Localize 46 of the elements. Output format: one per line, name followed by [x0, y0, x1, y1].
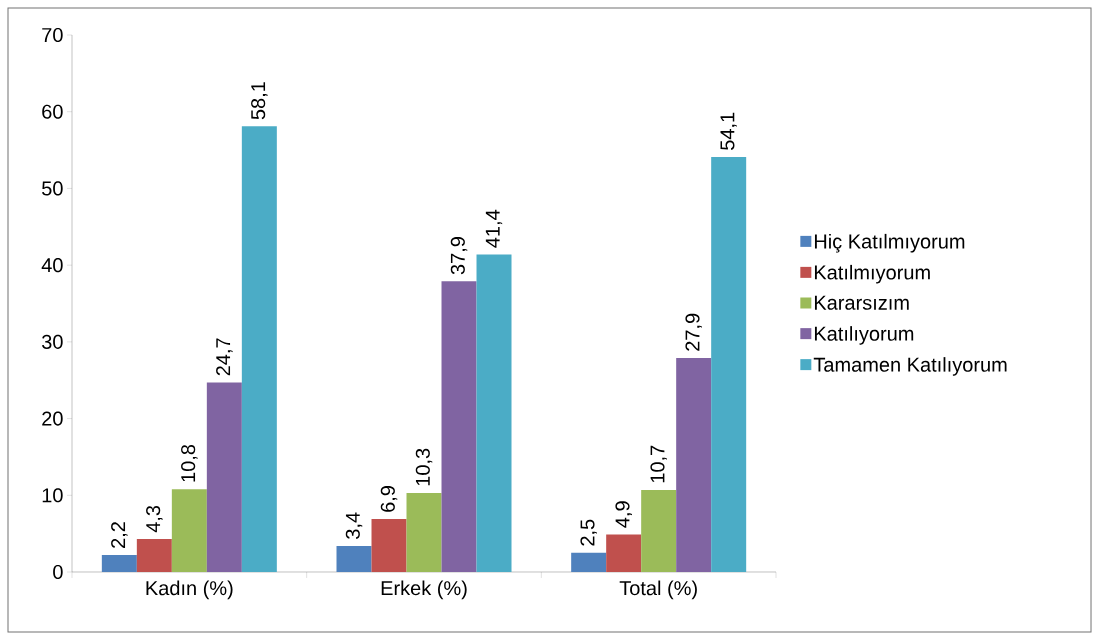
bar [441, 281, 477, 572]
bar [241, 126, 277, 572]
data-label: 41,4 [485, 209, 503, 248]
data-label: 37,9 [450, 237, 468, 275]
data-label: 24,7 [216, 338, 233, 376]
y-tick-label: 30 [41, 334, 63, 349]
x-tick-label: Total (%) [619, 580, 697, 600]
bar [606, 534, 642, 572]
data-label: 2,5 [580, 519, 597, 546]
legend-label: Katılmıyorum [814, 264, 930, 284]
y-tick-label: 20 [42, 411, 63, 426]
bar [336, 545, 372, 572]
data-label: 54,1 [720, 112, 737, 150]
bar [676, 357, 712, 572]
y-tick-label: 50 [42, 181, 63, 196]
bar [641, 489, 677, 572]
bar [571, 552, 607, 572]
data-label: 6,9 [380, 486, 398, 512]
bar [406, 492, 442, 572]
data-label: 10,7 [650, 445, 667, 483]
legend-label: Katılıyorum [814, 326, 914, 345]
bar [136, 539, 172, 572]
data-label: 10,8 [181, 444, 198, 482]
y-tick-label: 0 [53, 564, 63, 580]
bar [206, 382, 242, 572]
data-label: 58,1 [251, 82, 268, 120]
legend-label: Hiç Katılmıyorum [814, 233, 965, 253]
bar [711, 156, 747, 572]
legend-label: Kararsızım [814, 295, 909, 310]
data-label: 27,9 [685, 313, 702, 351]
bar [171, 489, 207, 572]
data-label: 4,9 [615, 501, 632, 528]
y-tick-label: 70 [42, 27, 63, 43]
y-tick-label: 60 [42, 104, 63, 119]
y-tick-label: 40 [41, 258, 63, 273]
legend-label: Tamamen Katılıyorum [813, 357, 1007, 376]
x-tick-label: Kadın (%) [146, 580, 233, 600]
y-tick-label: 10 [42, 488, 63, 503]
bar [101, 555, 137, 572]
x-tick-label: Erkek (%) [381, 580, 467, 600]
data-label: 4,3 [146, 505, 163, 533]
data-label: 10,3 [415, 448, 433, 486]
data-label: 2,2 [111, 522, 128, 548]
bar [476, 254, 512, 572]
bar [371, 519, 407, 572]
data-label: 3,4 [345, 512, 363, 539]
